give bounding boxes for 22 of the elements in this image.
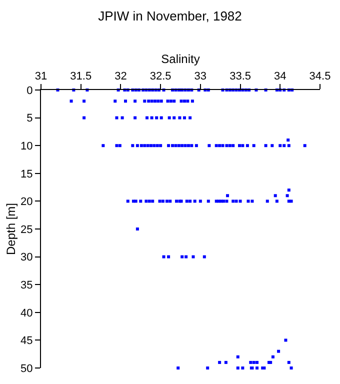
x-tick-label: 31	[34, 70, 48, 83]
y-tick-label: 10	[20, 140, 33, 152]
x-tick-label: 34	[274, 70, 286, 83]
y-tick-label: 30	[20, 252, 33, 264]
y-tick-label: 45	[20, 335, 33, 348]
y-tick-label: 40	[20, 307, 33, 320]
chart-title: JPIW in November, 1982	[98, 8, 242, 24]
y-tick-label: 25	[20, 224, 33, 236]
x-tick-label: 32	[114, 70, 127, 83]
x-tick-label: 33.5	[230, 70, 251, 83]
y-axis-title: Depth [m]	[4, 202, 18, 256]
x-tick-label: 32.5	[150, 70, 172, 83]
y-tick-label: 0	[26, 84, 33, 97]
y-tick-label: 15	[20, 168, 33, 180]
y-tick-label: 35	[20, 279, 33, 292]
y-tick-label: 50	[20, 362, 33, 375]
x-tick-label: 31.5	[70, 70, 92, 83]
x-tick-label: 34.5	[309, 70, 331, 83]
y-tick-label: 5	[26, 112, 33, 125]
y-tick-label: 20	[20, 196, 33, 208]
x-tick-label: 33	[194, 70, 207, 83]
x-axis-title: Salinity	[161, 52, 200, 66]
